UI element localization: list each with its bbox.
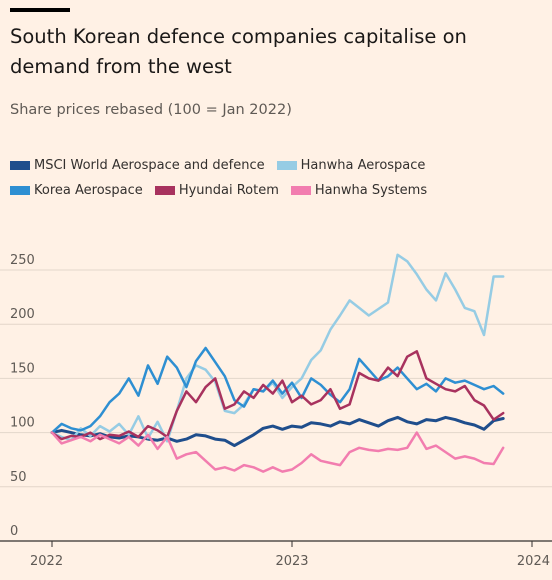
legend-swatch-msci	[10, 161, 30, 170]
legend-swatch-hanwha-aerospace	[276, 161, 297, 170]
chart-subtitle: Share prices rebased (100 = Jan 2022)	[10, 102, 292, 118]
legend-swatch-korea-aerospace	[10, 186, 30, 195]
y-tick-label-250: 250	[10, 253, 35, 268]
legend-label-hyundai-rotem: Hyundai Rotem	[178, 183, 279, 198]
y-tick-label-0: 0	[10, 524, 18, 539]
legend-label-hanwha-systems: Hanwha Systems	[314, 183, 428, 198]
legend-label-hanwha-aerospace: Hanwha Aerospace	[300, 158, 426, 173]
y-tick-label-150: 150	[10, 361, 35, 376]
header-accent-bar	[10, 8, 70, 12]
legend-row-1: MSCI World Aerospace and defence Hanwha …	[10, 153, 540, 178]
series-line-hanwha-systems	[50, 431, 505, 473]
x-tick-label-2024: 2024	[517, 554, 550, 569]
chart-legend: MSCI World Aerospace and defence Hanwha …	[10, 153, 540, 203]
y-tick-label-200: 200	[10, 307, 35, 322]
legend-item-hanwha-systems: Hanwha Systems	[290, 183, 428, 198]
series-line-hanwha-aerospace	[50, 253, 505, 443]
legend-label-msci: MSCI World Aerospace and defence	[34, 158, 265, 173]
x-tick-label-2022: 2022	[30, 554, 63, 569]
legend-row-2: Korea Aerospace Hyundai Rotem Hanwha Sys…	[10, 178, 540, 203]
legend-item-msci: MSCI World Aerospace and defence	[10, 158, 265, 173]
legend-swatch-hanwha-systems	[290, 186, 311, 195]
y-tick-label-100: 100	[10, 416, 35, 431]
legend-item-korea-aerospace: Korea Aerospace	[10, 183, 143, 198]
series-line-msci	[50, 415, 505, 448]
chart-title: South Korean defence companies capitalis…	[10, 25, 467, 78]
x-tick-label-2023: 2023	[275, 554, 308, 569]
series-line-hyundai-rotem	[50, 350, 505, 441]
legend-swatch-hyundai-rotem	[154, 186, 175, 195]
legend-label-korea-aerospace: Korea Aerospace	[34, 183, 143, 198]
y-tick-label-50: 50	[10, 470, 27, 485]
legend-item-hyundai-rotem: Hyundai Rotem	[154, 183, 279, 198]
legend-item-hanwha-aerospace: Hanwha Aerospace	[276, 158, 426, 173]
